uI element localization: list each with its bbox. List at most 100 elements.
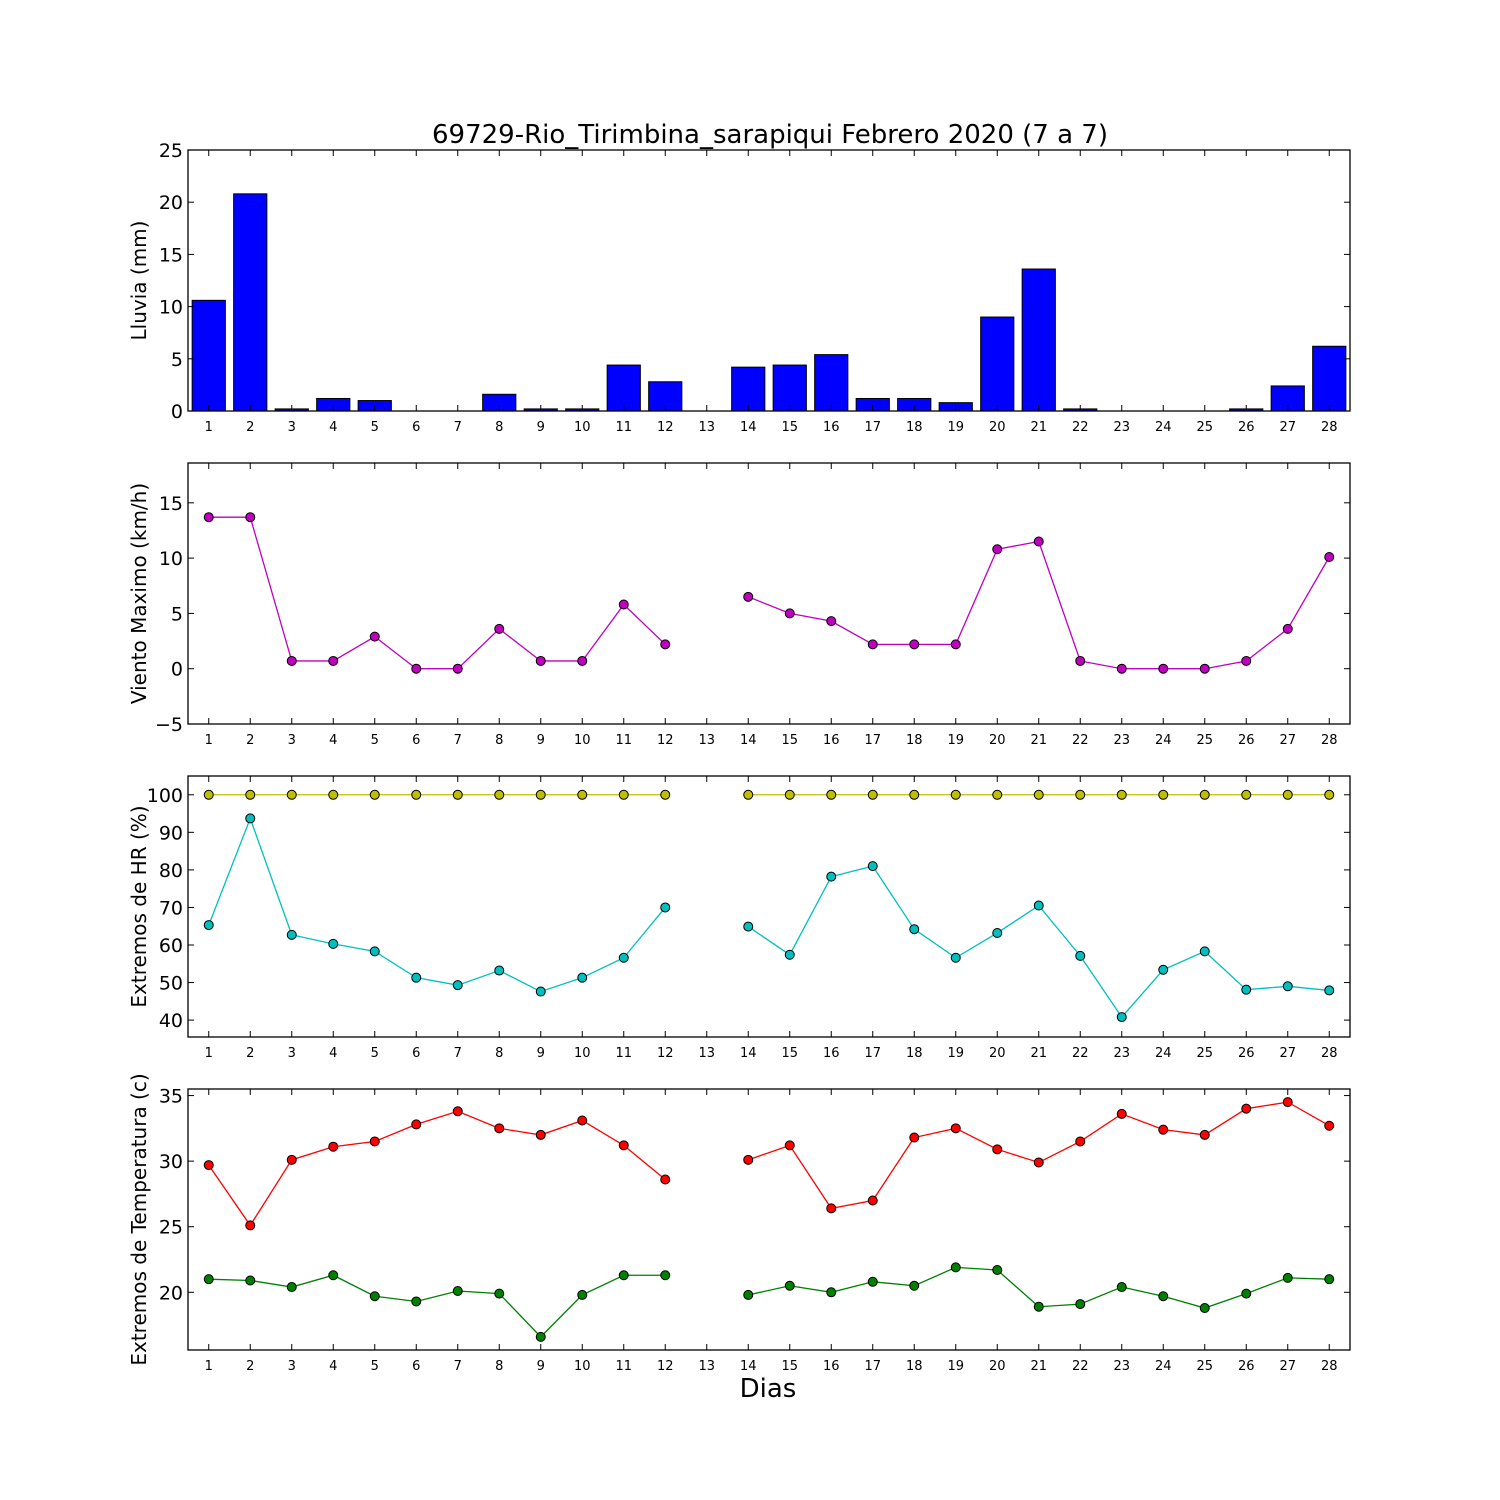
x-tick-label: 12 [657,733,674,748]
temperatura-series-1-point-day-16 [826,1287,837,1298]
x-tick-label: 20 [989,1359,1006,1374]
x-tick-label: 16 [823,420,840,435]
temperatura-series-0-point-day-16 [826,1203,837,1214]
x-tick-label: 1 [205,733,213,748]
viento-series-0-point-day-1 [203,512,214,523]
hr-series-1-point-day-19 [950,952,961,963]
y-tick-label: 90 [159,822,183,844]
x-tick-label: 1 [205,1359,213,1374]
temperatura-series-0-point-day-15 [784,1140,795,1151]
x-tick-label: 13 [698,420,715,435]
x-tick-label: 7 [454,420,462,435]
x-tick-label: 14 [740,420,757,435]
temperatura-series-0-point-day-11 [618,1140,629,1151]
x-tick-label: 2 [246,1359,254,1374]
x-tick-label: 19 [947,1359,964,1374]
temperatura-series-0-point-day-20 [992,1144,1003,1155]
hr-series-0-point-day-26 [1241,789,1252,800]
y-tick-label: 5 [171,349,183,371]
x-tick-label: 15 [781,733,798,748]
x-tick-label: 17 [864,733,881,748]
hr-series-0-point-day-5 [369,789,380,800]
temperatura-series-1-point-day-27 [1282,1272,1293,1283]
x-tick-label: 14 [740,1046,757,1061]
x-tick-label: 2 [246,733,254,748]
x-tick-label: 11 [615,733,632,748]
hr-series-1-point-day-25 [1199,946,1210,957]
temperatura-series-1-point-day-2 [245,1275,256,1286]
temperatura-series-1-point-day-6 [411,1296,422,1307]
hr-series-0-point-day-21 [1033,789,1044,800]
bar-day-21 [1021,268,1056,412]
x-tick-label: 3 [288,1046,296,1061]
x-tick-label: 16 [823,733,840,748]
x-tick-label: 8 [495,733,503,748]
hr-series-1-point-day-16 [826,871,837,882]
hr-series-1-point-day-11 [618,952,629,963]
y-axis-label-viento: Viento Maximo (km/h) [127,483,151,704]
x-tick-label: 11 [615,1359,632,1374]
hr-series-0-point-day-10 [577,789,588,800]
hr-series-0-point-day-19 [950,789,961,800]
x-tick-label: 11 [615,420,632,435]
viento-series-0-point-day-10 [577,655,588,666]
x-tick-label: 4 [329,733,337,748]
y-tick-label: 70 [159,897,183,919]
x-tick-label: 15 [781,420,798,435]
hr-series-0-point-day-12 [660,789,671,800]
hr-series-1-line-0 [208,816,666,993]
y-axis-label-hr: Extremos de HR (%) [127,805,151,1007]
x-tick-label: 10 [574,1359,591,1374]
temperatura-series-1-point-day-23 [1116,1282,1127,1293]
y-tick-label: 15 [159,244,183,266]
temperatura-series-0-point-day-25 [1199,1129,1210,1140]
x-tick-label: 9 [537,1046,545,1061]
x-tick-label: 20 [989,420,1006,435]
hr-series-1-point-day-6 [411,972,422,983]
temperatura-series-0-point-day-7 [452,1106,463,1117]
x-tick-label: 24 [1155,1046,1172,1061]
temperatura-series-0-point-day-14 [743,1154,754,1165]
viento-series-0-point-day-17 [867,639,878,650]
x-tick-label: 18 [906,733,923,748]
plot-frame-hr [187,775,1351,1038]
temperatura-series-0-point-day-24 [1158,1124,1169,1135]
x-tick-label: 8 [495,420,503,435]
hr-series-1-point-day-17 [867,861,878,872]
temperatura-series-1-line-0 [208,1274,666,1338]
y-tick-label: 10 [159,297,183,319]
temperatura-series-1-point-day-24 [1158,1291,1169,1302]
y-tick-label: 30 [159,1151,183,1173]
bar-day-15 [772,364,807,412]
x-tick-label: 2 [246,420,254,435]
y-tick-label: 15 [159,493,183,515]
temperatura-series-0-point-day-23 [1116,1108,1127,1119]
temperatura-series-1-point-day-10 [577,1289,588,1300]
x-tick-label: 26 [1238,733,1255,748]
hr-series-1-point-day-23 [1116,1012,1127,1023]
temperatura-series-0-point-day-19 [950,1123,961,1134]
x-tick-label: 18 [906,420,923,435]
plot-frame-viento [187,462,1351,725]
x-tick-label: 21 [1030,420,1047,435]
viento-series-0-point-day-5 [369,631,380,642]
hr-series-1-point-day-10 [577,972,588,983]
x-tick-label: 26 [1238,1046,1255,1061]
x-tick-label: 1 [205,420,213,435]
hr-series-0-point-day-25 [1199,789,1210,800]
y-axis-label-lluvia: Lluvia (mm) [127,221,151,341]
x-tick-label: 10 [574,1046,591,1061]
x-tick-label: 9 [537,1359,545,1374]
temperatura-series-1-point-day-26 [1241,1288,1252,1299]
x-tick-label: 23 [1113,1359,1130,1374]
viento-series-0-point-day-2 [245,512,256,523]
bar-day-11 [606,364,641,412]
y-tick-label: 20 [159,1282,183,1304]
x-tick-label: 13 [698,1046,715,1061]
x-tick-label: 6 [412,420,420,435]
x-tick-label: 19 [947,420,964,435]
